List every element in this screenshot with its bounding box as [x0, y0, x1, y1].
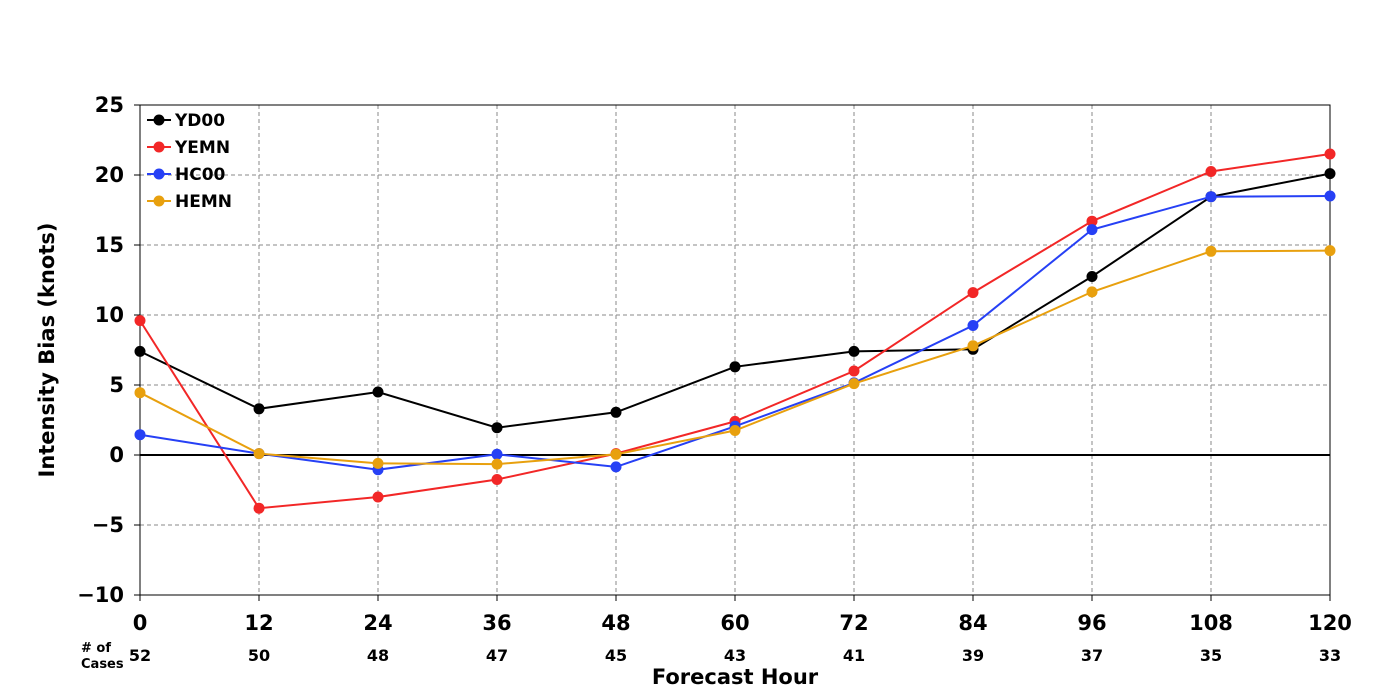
data-point	[729, 361, 741, 373]
data-point	[253, 403, 265, 415]
legend-label: HC00	[175, 165, 226, 185]
data-point	[967, 320, 979, 331]
x-axis-title: Forecast Hour	[652, 665, 819, 689]
legend-marker	[153, 141, 165, 153]
data-point	[848, 345, 860, 357]
y-tick-label: 10	[95, 303, 124, 327]
case-count-label: 50	[248, 646, 270, 665]
x-tick-label: 12	[244, 611, 273, 635]
data-point	[610, 461, 622, 473]
data-point	[134, 315, 146, 327]
case-count-label: 47	[486, 646, 508, 665]
legend-label: HEMN	[175, 192, 232, 212]
x-tick-label: 108	[1189, 611, 1233, 635]
x-tick-label: 60	[720, 611, 749, 635]
data-series	[134, 148, 1336, 514]
data-point	[1205, 245, 1217, 257]
data-point	[1324, 190, 1336, 202]
legend-entry: HEMN	[147, 192, 232, 212]
case-count-label: 35	[1200, 646, 1222, 665]
y-tick-label: −10	[77, 583, 124, 607]
data-point	[134, 387, 146, 399]
data-point	[372, 386, 384, 398]
tick-labels: 2520151050−5−100521250244836474845604372…	[77, 93, 1352, 665]
data-point	[1086, 286, 1098, 298]
x-tick-label: 120	[1308, 611, 1352, 635]
cases-label-line2: Cases	[81, 657, 124, 672]
legend-label: YD00	[174, 111, 225, 131]
data-point	[1086, 271, 1098, 282]
case-count-label: 39	[962, 646, 984, 665]
data-point	[491, 448, 503, 460]
x-tick-label: 96	[1077, 611, 1106, 635]
case-count-label: 41	[843, 646, 865, 665]
data-point	[1086, 224, 1098, 236]
data-point	[491, 474, 503, 485]
y-tick-label: 25	[95, 93, 124, 117]
data-point	[967, 287, 979, 299]
x-tick-label: 48	[601, 611, 630, 635]
legend-label: YEMN	[174, 138, 230, 158]
case-count-label: 37	[1081, 646, 1103, 665]
cases-label-line1: # of	[81, 641, 111, 656]
data-point	[1205, 191, 1217, 203]
data-point	[1324, 168, 1336, 180]
y-tick-label: 0	[109, 443, 124, 467]
case-count-label: 52	[129, 646, 151, 665]
y-tick-label: 15	[95, 233, 124, 257]
data-point	[967, 340, 979, 352]
data-point	[848, 378, 860, 390]
case-count-label: 43	[724, 646, 746, 665]
y-tick-label: 5	[109, 373, 124, 397]
legend-marker	[153, 114, 165, 126]
series-hemn	[134, 245, 1336, 470]
legend-entry: HC00	[147, 165, 226, 185]
data-point	[610, 448, 622, 460]
case-count-label: 45	[605, 646, 627, 665]
legend-entry: YD00	[147, 111, 225, 131]
axes	[134, 104, 1331, 601]
legend: YD00 YEMN HC00 HEMN	[147, 111, 232, 212]
data-point	[134, 345, 146, 357]
data-point	[253, 448, 265, 460]
data-point	[729, 425, 741, 436]
data-point	[1205, 166, 1217, 177]
x-tick-label: 36	[482, 611, 511, 635]
data-point	[1324, 245, 1336, 257]
grid-lines	[139, 104, 1331, 596]
data-point	[491, 458, 503, 470]
data-point	[372, 491, 384, 503]
y-tick-label: 20	[95, 163, 124, 187]
legend-entry: YEMN	[147, 138, 230, 158]
legend-marker	[153, 195, 165, 207]
data-point	[1324, 148, 1336, 160]
case-count-label: 48	[367, 646, 389, 665]
x-tick-label: 0	[133, 611, 148, 635]
data-point	[253, 502, 265, 514]
data-point	[610, 406, 622, 418]
data-point	[848, 365, 860, 377]
data-point	[491, 422, 503, 434]
data-point	[1086, 215, 1098, 227]
y-tick-label: −5	[92, 513, 124, 537]
x-tick-label: 24	[363, 611, 392, 635]
x-tick-label: 72	[839, 611, 868, 635]
data-point	[134, 429, 146, 441]
y-axis-title: Intensity Bias (knots)	[35, 223, 59, 478]
data-point	[372, 457, 384, 469]
case-count-label: 33	[1319, 646, 1341, 665]
legend-marker	[153, 168, 165, 180]
x-tick-label: 84	[958, 611, 987, 635]
